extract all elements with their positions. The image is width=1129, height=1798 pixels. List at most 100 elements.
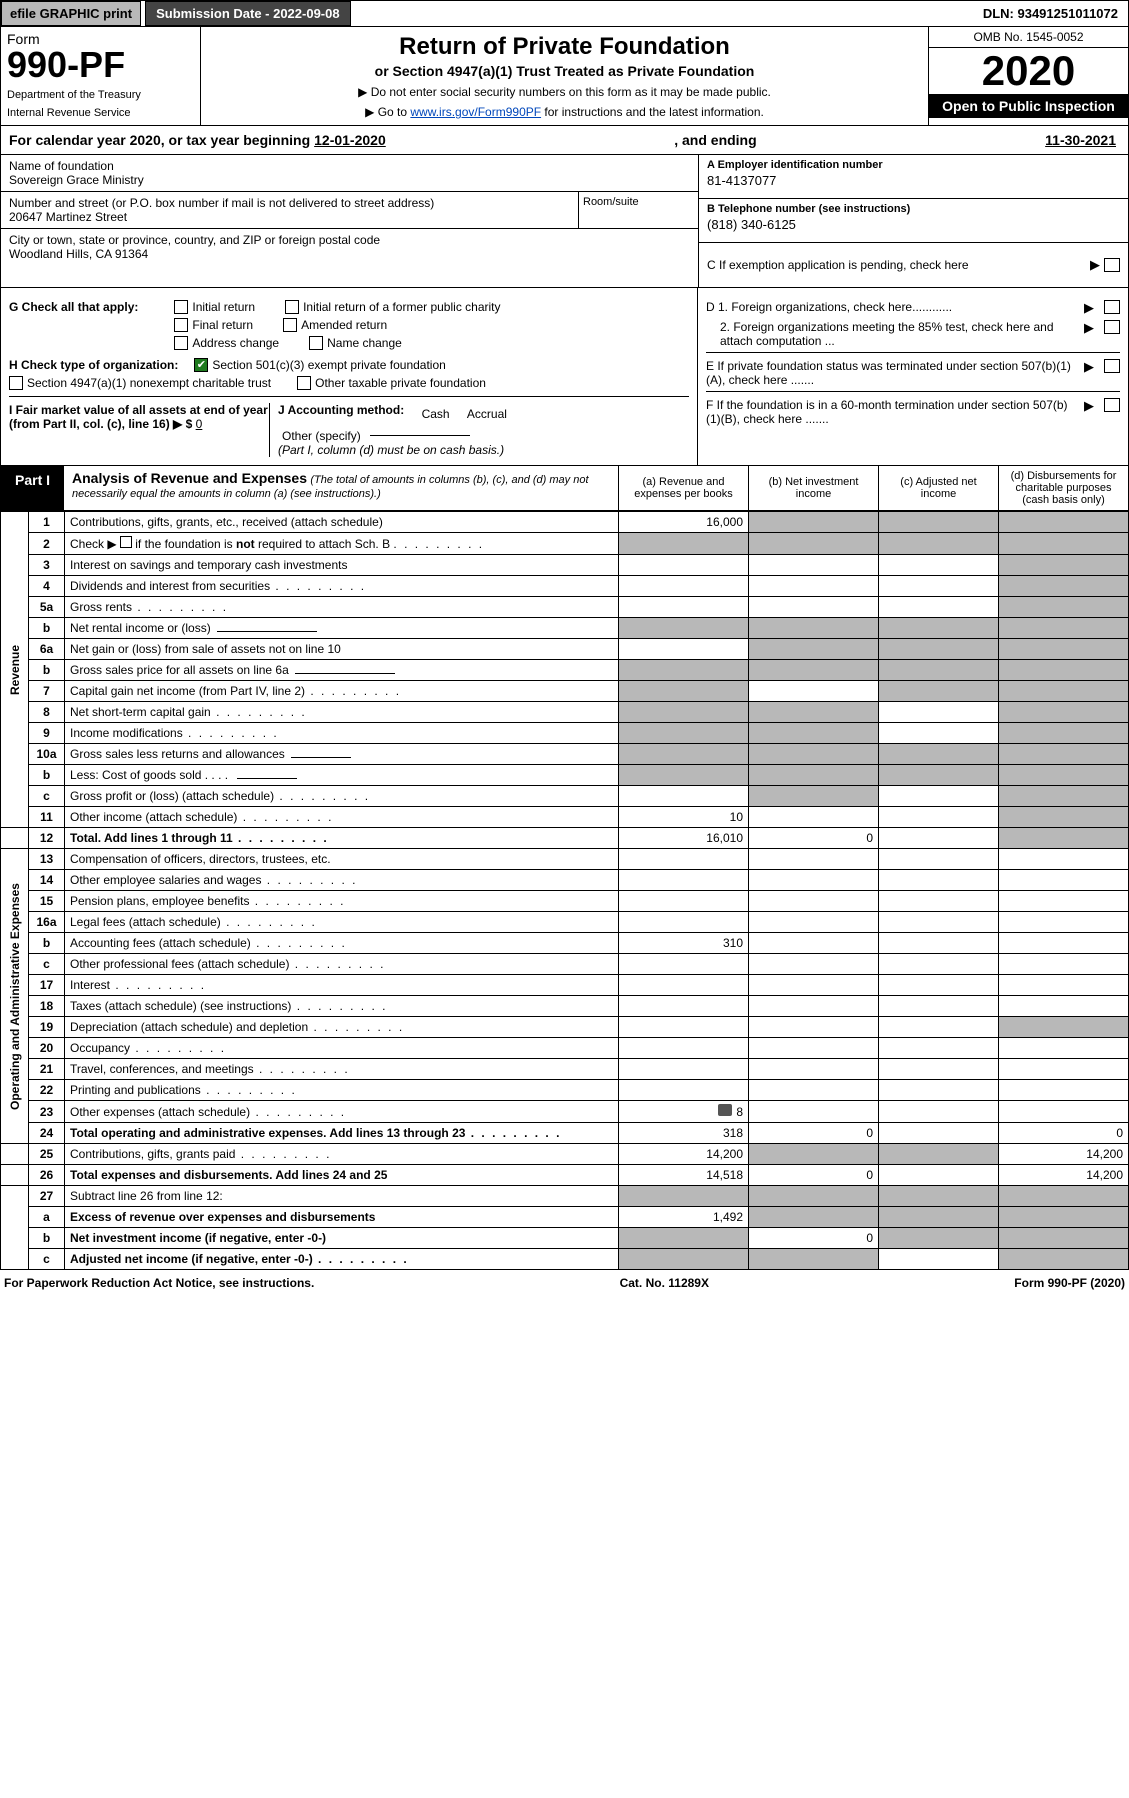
row-num: 9	[29, 723, 65, 744]
final-return-label: Final return	[192, 318, 253, 332]
table-row: 15Pension plans, employee benefits	[1, 891, 1129, 912]
cell-a: 310	[619, 933, 749, 954]
addr-change-checkbox[interactable]	[174, 336, 188, 350]
city-label: City or town, state or province, country…	[9, 233, 690, 247]
cell-c	[879, 1038, 999, 1059]
row-label: Total expenses and disbursements. Add li…	[65, 1165, 619, 1186]
cell-c	[879, 870, 999, 891]
cell-d	[999, 1186, 1129, 1207]
cell-d	[999, 576, 1129, 597]
cell-d	[999, 786, 1129, 807]
cell-b	[749, 618, 879, 639]
cell-b: 0	[749, 1228, 879, 1249]
row-num: 14	[29, 870, 65, 891]
cell-d	[999, 954, 1129, 975]
table-row: Operating and Administrative Expenses 13…	[1, 849, 1129, 870]
501c3-checkbox[interactable]	[194, 358, 208, 372]
other-method-input[interactable]	[370, 435, 470, 436]
name-change-checkbox[interactable]	[309, 336, 323, 350]
row-label: Other income (attach schedule)	[65, 807, 619, 828]
cell-c	[879, 1144, 999, 1165]
ein-value: 81-4137077	[707, 173, 1120, 188]
row-label: Printing and publications	[65, 1080, 619, 1101]
table-row: 9Income modifications	[1, 723, 1129, 744]
row-num: 15	[29, 891, 65, 912]
cell-b	[749, 870, 879, 891]
checkbox-block: G Check all that apply: Initial return I…	[0, 288, 1129, 466]
table-row: bNet investment income (if negative, ent…	[1, 1228, 1129, 1249]
column-headers: (a) Revenue and expenses per books (b) N…	[618, 466, 1128, 510]
row-num: b	[29, 1228, 65, 1249]
row-num: 4	[29, 576, 65, 597]
cell-b	[749, 512, 879, 533]
row-num: 8	[29, 702, 65, 723]
table-row: 2 Check ▶ if the foundation is not requi…	[1, 533, 1129, 555]
d2-checkbox[interactable]	[1104, 320, 1120, 334]
cell-d	[999, 765, 1129, 786]
cell-c	[879, 1228, 999, 1249]
d2-label: 2. Foreign organizations meeting the 85%…	[706, 320, 1078, 348]
cell-a: 14,200	[619, 1144, 749, 1165]
cell-b	[749, 639, 879, 660]
calendar-year-row: For calendar year 2020, or tax year begi…	[0, 126, 1129, 155]
cell-b	[749, 954, 879, 975]
row-num: c	[29, 786, 65, 807]
f-checkbox[interactable]	[1104, 398, 1120, 412]
tax-year: 2020	[929, 48, 1128, 94]
cell-c	[879, 849, 999, 870]
check-right-col: D 1. Foreign organizations, check here..…	[698, 288, 1128, 465]
d1-checkbox[interactable]	[1104, 300, 1120, 314]
cell-d	[999, 744, 1129, 765]
initial-return-checkbox[interactable]	[174, 300, 188, 314]
final-return-checkbox[interactable]	[174, 318, 188, 332]
initial-former-checkbox[interactable]	[285, 300, 299, 314]
irs-link[interactable]: www.irs.gov/Form990PF	[410, 105, 541, 119]
row-label: Adjusted net income (if negative, enter …	[65, 1249, 619, 1270]
col-a-header: (a) Revenue and expenses per books	[618, 466, 748, 510]
row-num: 10a	[29, 744, 65, 765]
cell-a	[619, 849, 749, 870]
table-row: cGross profit or (loss) (attach schedule…	[1, 786, 1129, 807]
cell-d	[999, 1038, 1129, 1059]
d1-label: D 1. Foreign organizations, check here..…	[706, 300, 1078, 314]
cell-a: 318	[619, 1123, 749, 1144]
table-row: 10aGross sales less returns and allowanc…	[1, 744, 1129, 765]
4947-checkbox[interactable]	[9, 376, 23, 390]
4947-label: Section 4947(a)(1) nonexempt charitable …	[27, 376, 271, 390]
footer: For Paperwork Reduction Act Notice, see …	[0, 1270, 1129, 1296]
cell-a	[619, 533, 749, 555]
exemption-checkbox[interactable]	[1104, 258, 1120, 272]
cell-d	[999, 618, 1129, 639]
cell-c	[879, 555, 999, 576]
cash-label: Cash	[422, 407, 450, 421]
table-row: bGross sales price for all assets on lin…	[1, 660, 1129, 681]
e-checkbox[interactable]	[1104, 359, 1120, 373]
cell-a: 10	[619, 807, 749, 828]
cell-d	[999, 849, 1129, 870]
irs-label: Internal Revenue Service	[7, 107, 194, 119]
other-taxable-checkbox[interactable]	[297, 376, 311, 390]
footer-mid: Cat. No. 11289X	[620, 1276, 709, 1290]
cell-b	[749, 849, 879, 870]
table-row: Revenue 1 Contributions, gifts, grants, …	[1, 512, 1129, 533]
f-label: F If the foundation is in a 60-month ter…	[706, 398, 1078, 426]
table-row: 12Total. Add lines 1 through 1116,0100	[1, 828, 1129, 849]
cell-a	[619, 1249, 749, 1270]
efile-print-button[interactable]: efile GRAPHIC print	[1, 1, 141, 26]
table-row: 20Occupancy	[1, 1038, 1129, 1059]
row-label: Subtract line 26 from line 12:	[65, 1186, 619, 1207]
attachment-icon[interactable]	[718, 1104, 732, 1116]
cell-d	[999, 870, 1129, 891]
cell-b	[749, 1144, 879, 1165]
row-num: 16a	[29, 912, 65, 933]
amended-return-checkbox[interactable]	[283, 318, 297, 332]
cell-b	[749, 1101, 879, 1123]
table-row: cAdjusted net income (if negative, enter…	[1, 1249, 1129, 1270]
cell-c	[879, 576, 999, 597]
table-row: bNet rental income or (loss)	[1, 618, 1129, 639]
cell-b	[749, 912, 879, 933]
cell-c	[879, 533, 999, 555]
row-label: Interest on savings and temporary cash i…	[65, 555, 619, 576]
cell-b	[749, 533, 879, 555]
row-label: Excess of revenue over expenses and disb…	[65, 1207, 619, 1228]
